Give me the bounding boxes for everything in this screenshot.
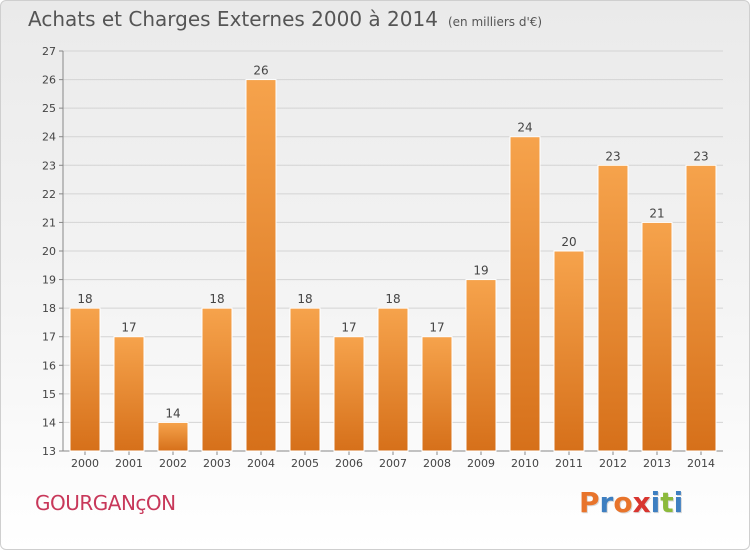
y-tick-label: 15 <box>42 388 56 401</box>
data-label: 18 <box>209 292 224 306</box>
data-label: 23 <box>605 149 620 163</box>
x-tick-label: 2009 <box>467 457 495 470</box>
data-label: 24 <box>517 121 532 135</box>
bar <box>685 164 717 452</box>
logo-letter: i <box>650 486 661 519</box>
chart-title: Achats et Charges Externes 2000 à 2014 (e… <box>28 7 542 31</box>
y-tick-label: 25 <box>42 102 56 115</box>
bar <box>245 79 277 452</box>
brand-logo: Proxiti <box>579 486 683 519</box>
x-tick-label: 2000 <box>71 457 99 470</box>
logo-letter: P <box>579 486 600 519</box>
x-tick-label: 2004 <box>247 457 275 470</box>
x-tick-label: 2005 <box>291 457 319 470</box>
y-tick-label: 27 <box>42 45 56 58</box>
y-tick-label: 24 <box>42 131 56 144</box>
logo-letter: i <box>673 486 684 519</box>
data-label: 20 <box>561 235 576 249</box>
y-tick-label: 20 <box>42 245 56 258</box>
bar <box>157 421 189 452</box>
data-label: 14 <box>165 406 180 420</box>
bar-layer <box>69 79 717 452</box>
logo-letter: x <box>632 486 651 519</box>
bar <box>421 336 453 452</box>
city-name: GOURGANçON <box>35 491 176 515</box>
y-tick-label: 26 <box>42 74 56 87</box>
y-tick-label: 16 <box>42 359 56 372</box>
y-tick-label: 19 <box>42 274 56 287</box>
x-tick-label: 2008 <box>423 457 451 470</box>
logo-letter: o <box>613 486 633 519</box>
data-label: 26 <box>253 64 268 78</box>
bar <box>465 279 497 452</box>
x-tick-label: 2001 <box>115 457 143 470</box>
x-tick-label: 2012 <box>599 457 627 470</box>
label-layer: 18 17 14 18 26 18 17 18 17 19 24 20 23 21 23 <box>77 64 708 421</box>
y-tick-label: 13 <box>42 445 56 458</box>
logo-letter: r <box>599 486 614 519</box>
y-tick-label: 14 <box>42 416 56 429</box>
y-tick-label: 22 <box>42 188 56 201</box>
bar <box>201 307 233 452</box>
x-tick-label: 2013 <box>643 457 671 470</box>
data-label: 17 <box>429 321 444 335</box>
bar <box>69 307 101 452</box>
logo-letter: t <box>660 486 674 519</box>
x-tick-label: 2010 <box>511 457 539 470</box>
x-tick-label: 2007 <box>379 457 407 470</box>
data-label: 18 <box>77 292 92 306</box>
x-tick-label: 2014 <box>687 457 715 470</box>
bar <box>509 136 541 452</box>
bar <box>289 307 321 452</box>
x-tick-label: 2011 <box>555 457 583 470</box>
x-tick-label: 2006 <box>335 457 363 470</box>
bar <box>553 250 585 452</box>
data-label: 23 <box>693 149 708 163</box>
bar <box>113 336 145 452</box>
bar <box>597 164 629 452</box>
x-tick-label: 2003 <box>203 457 231 470</box>
data-label: 17 <box>341 321 356 335</box>
data-label: 18 <box>297 292 312 306</box>
data-label: 17 <box>121 321 136 335</box>
bar <box>377 307 409 452</box>
y-tick-label: 18 <box>42 302 56 315</box>
data-label: 19 <box>473 264 488 278</box>
y-tick-label: 21 <box>42 216 56 229</box>
data-label: 18 <box>385 292 400 306</box>
x-tick-label: 2002 <box>159 457 187 470</box>
y-tick-label: 17 <box>42 331 56 344</box>
data-label: 21 <box>649 206 664 220</box>
bar <box>333 336 365 452</box>
bar <box>641 221 673 452</box>
chart-unit: (en milliers d'€) <box>447 15 543 29</box>
chart-title-text: Achats et Charges Externes 2000 à 2014 <box>28 7 438 31</box>
y-tick-label: 23 <box>42 159 56 172</box>
